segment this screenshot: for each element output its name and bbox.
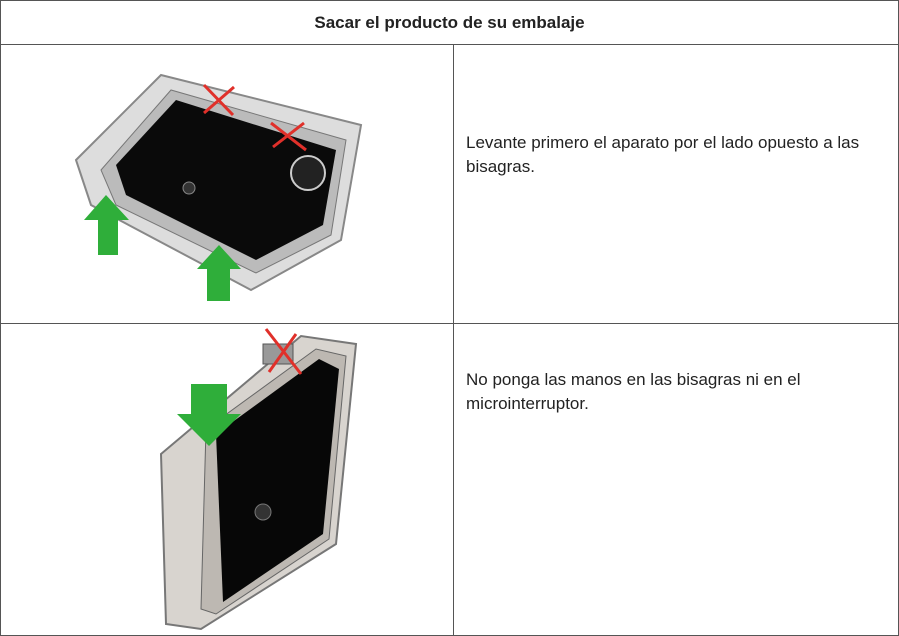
- image-cell: [0, 323, 454, 636]
- instruction-text: Levante primero el aparato por el lado o…: [453, 44, 899, 324]
- table-header: Sacar el producto de su embalaje: [0, 0, 899, 45]
- illustration-lift: [74, 73, 363, 301]
- image-cell: [0, 44, 454, 324]
- illustration-hands: [159, 328, 358, 631]
- instruction-text: No ponga las manos en las bisagras ni en…: [453, 323, 899, 636]
